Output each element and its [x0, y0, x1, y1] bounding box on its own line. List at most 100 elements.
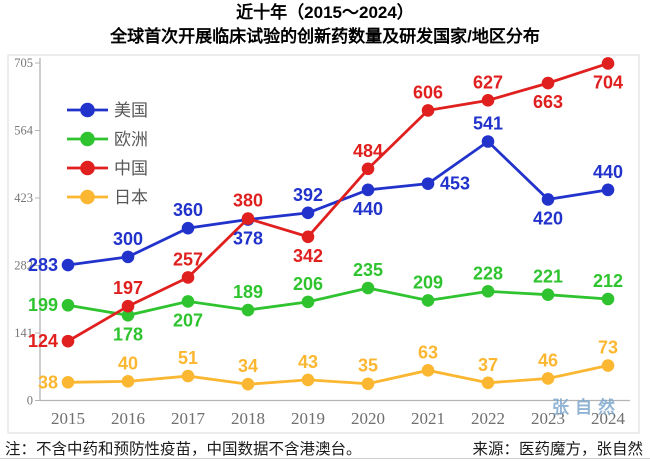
plot-frame: [7, 54, 640, 434]
data-label: 212: [593, 271, 623, 291]
data-label: 235: [353, 260, 383, 280]
x-axis-label: 2022: [471, 409, 505, 428]
data-label: 46: [538, 350, 558, 370]
data-label: 37: [478, 355, 498, 375]
watermark: 张自然: [552, 397, 621, 417]
data-label: 228: [473, 263, 503, 283]
series-中国: [61, 57, 615, 348]
data-point: [541, 76, 555, 90]
data-label: 73: [598, 338, 618, 358]
data-point: [481, 376, 495, 390]
x-axis-label: 2016: [111, 409, 145, 428]
data-point: [361, 162, 375, 176]
y-tick-label: 282: [14, 259, 33, 273]
legend-item: 日本: [67, 188, 148, 207]
data-point: [601, 359, 615, 372]
data-point: [421, 177, 435, 190]
data-point: [241, 303, 255, 317]
series-日本: [61, 359, 615, 391]
data-label: 283: [28, 255, 58, 275]
x-axis-label: 2019: [291, 409, 325, 428]
data-point: [121, 375, 135, 388]
data-label: 257: [173, 249, 203, 269]
data-label: 453: [440, 174, 470, 194]
data-label: 34: [238, 356, 258, 376]
data-label: 178: [113, 324, 143, 344]
data-point: [181, 295, 195, 308]
legend-item: 欧洲: [67, 130, 148, 149]
legend-marker: [80, 189, 95, 205]
data-point: [121, 308, 135, 322]
data-label: 63: [418, 342, 438, 362]
y-tick-label: 141: [14, 326, 33, 340]
bottom-divider: [0, 458, 650, 459]
y-tick-label: 0: [27, 394, 33, 408]
y-tick-label: 564: [14, 124, 34, 138]
data-point: [601, 57, 615, 70]
data-point: [541, 288, 555, 302]
data-label: 207: [173, 310, 203, 330]
data-point: [421, 364, 435, 377]
x-axis-label: 2021: [411, 409, 445, 428]
x-axis-label: 2024: [591, 409, 626, 428]
data-label: 704: [593, 72, 623, 92]
data-point: [421, 294, 435, 307]
data-point: [61, 298, 75, 312]
data-label: 663: [533, 92, 563, 112]
legend-marker: [80, 131, 95, 147]
y-tick-label: 423: [14, 191, 33, 205]
x-axis-label: 2015: [51, 409, 85, 428]
data-label: 378: [233, 229, 263, 249]
x-axis-label: 2020: [351, 409, 385, 428]
data-point: [61, 376, 75, 389]
data-label: 221: [533, 267, 563, 287]
data-label: 38: [38, 372, 58, 392]
data-label: 40: [118, 353, 138, 373]
data-label: 51: [178, 348, 198, 368]
data-label: 380: [233, 191, 263, 211]
y-tick-label: 705: [14, 56, 33, 70]
data-point: [361, 377, 375, 391]
data-point: [241, 212, 255, 225]
series-line: [67, 62, 609, 343]
data-label: 189: [233, 282, 263, 302]
data-point: [601, 183, 615, 197]
data-label: 606: [413, 82, 443, 102]
data-label: 35: [358, 356, 378, 376]
data-label: 199: [28, 295, 58, 315]
data-point: [181, 369, 195, 383]
data-label: 360: [173, 200, 203, 220]
data-point: [61, 258, 75, 272]
data-label: 440: [593, 162, 623, 182]
data-label: 484: [353, 141, 383, 161]
legend-label: 日本: [114, 188, 148, 207]
legend-label: 美国: [114, 101, 148, 120]
data-label: 342: [293, 246, 323, 266]
data-point: [241, 377, 255, 391]
data-point: [601, 292, 615, 306]
x-axis-label: 2018: [231, 409, 265, 428]
data-point: [301, 295, 315, 309]
data-label: 300: [113, 229, 143, 249]
chart-title-line1: 近十年（2015～2024）: [236, 3, 414, 22]
data-point: [121, 299, 135, 313]
data-label: 43: [298, 352, 318, 372]
legend-label: 中国: [114, 159, 148, 178]
chart-title-line2: 全球首次开展临床试验的创新药数量及研发国家/地区分布: [110, 27, 540, 46]
data-point: [541, 193, 555, 206]
legend-label: 欧洲: [114, 130, 148, 149]
data-point: [181, 221, 195, 235]
data-point: [541, 372, 555, 385]
data-label: 420: [533, 208, 563, 228]
data-point: [361, 281, 375, 295]
data-label: 197: [113, 278, 143, 298]
series-欧洲: [61, 281, 615, 322]
legend-marker: [80, 102, 95, 118]
data-label: 206: [293, 274, 323, 294]
x-axis-label: 2023: [531, 409, 565, 428]
data-point: [121, 250, 135, 264]
data-point: [301, 206, 315, 220]
data-label: 209: [413, 272, 443, 292]
